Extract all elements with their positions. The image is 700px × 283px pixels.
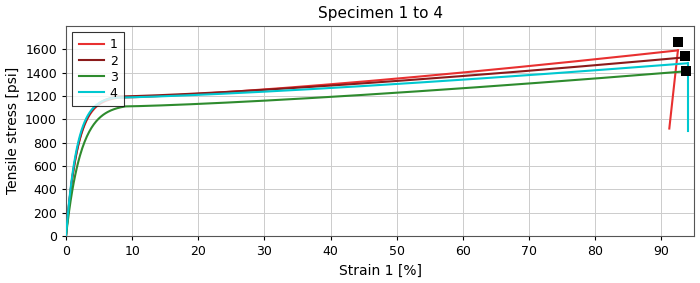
4 <box>100 99 108 102</box>
1 <box>433 73 442 77</box>
3 <box>62 234 70 237</box>
Line: 3: 3 <box>66 71 685 236</box>
1 <box>417 75 426 78</box>
3 <box>680 70 689 73</box>
3 <box>421 89 429 93</box>
2 <box>438 76 446 79</box>
2 <box>99 99 108 102</box>
4 <box>684 61 692 65</box>
Title: Specimen 1 to 4: Specimen 1 to 4 <box>318 6 442 21</box>
3 <box>99 113 108 116</box>
2 <box>421 77 429 81</box>
4 <box>458 78 466 82</box>
X-axis label: Strain 1 [%]: Strain 1 [%] <box>339 263 421 277</box>
3 <box>594 76 603 80</box>
4 <box>533 73 542 76</box>
1 <box>673 49 682 52</box>
Line: 1: 1 <box>66 50 678 236</box>
2 <box>531 68 539 72</box>
2 <box>594 63 603 67</box>
3 <box>531 81 539 85</box>
3 <box>456 87 464 90</box>
1 <box>526 64 534 68</box>
1 <box>99 100 108 104</box>
2 <box>62 234 70 237</box>
1 <box>589 58 597 61</box>
4 <box>423 80 431 84</box>
4 <box>597 68 606 72</box>
2 <box>680 56 689 59</box>
Legend: 1, 2, 3, 4: 1, 2, 3, 4 <box>72 32 124 106</box>
Y-axis label: Tensile stress [psi]: Tensile stress [psi] <box>6 67 20 194</box>
1 <box>62 234 70 237</box>
Line: 2: 2 <box>66 57 685 236</box>
Line: 4: 4 <box>66 63 688 236</box>
3 <box>438 88 446 91</box>
1 <box>452 72 460 75</box>
2 <box>456 74 464 78</box>
4 <box>440 79 448 83</box>
4 <box>62 234 70 237</box>
